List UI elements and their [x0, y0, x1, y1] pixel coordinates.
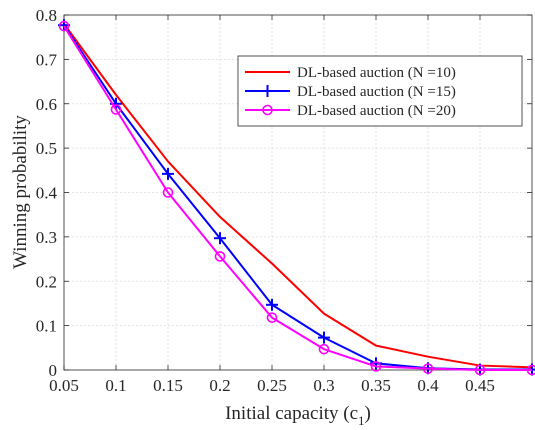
series-line	[63, 23, 533, 369]
data-point	[58, 20, 70, 32]
data-point	[318, 331, 330, 344]
x-tick-label: 0.05	[49, 376, 79, 395]
x-tick-label: 0.4	[417, 376, 439, 395]
x-axis-label: Initial capacity (c1)	[225, 403, 371, 428]
data-point	[162, 167, 174, 180]
y-tick-label: 0.3	[36, 228, 57, 247]
data-point	[266, 298, 278, 311]
data-point	[526, 364, 535, 376]
data-point	[214, 251, 226, 262]
y-axis-label: Winning probability	[10, 115, 31, 269]
legend-marker	[262, 104, 273, 116]
y-axis-ticks: 0 0.1 0.2 0.3 0.4 0.5 0.6 0.7 0.8	[36, 6, 532, 380]
legend-label: DL-based auction (N =15)	[297, 84, 456, 100]
data-point	[318, 343, 330, 355]
y-tick-label: 0	[49, 361, 58, 380]
legend-label: DL-based auction (N =10)	[297, 65, 456, 81]
series-line	[63, 25, 532, 371]
data-point	[162, 187, 174, 198]
x-tick-label: 0.35	[361, 376, 391, 395]
x-tick-label: 0.2	[209, 376, 230, 395]
data-point	[370, 361, 382, 372]
x-tick-label: 0.15	[153, 376, 183, 395]
series-3	[58, 20, 535, 376]
x-tick-label: 0.3	[313, 376, 334, 395]
data-point	[266, 312, 278, 323]
series-1	[63, 23, 533, 369]
y-tick-label: 0.6	[36, 95, 57, 114]
data-point	[422, 363, 434, 374]
x-tick-label: 0.25	[257, 376, 287, 395]
y-tick-label: 0.5	[36, 139, 57, 158]
legend-item: DL-based auction (N =10)	[245, 65, 456, 81]
y-tick-label: 0.8	[36, 6, 57, 25]
y-tick-label: 0.2	[36, 272, 57, 291]
y-tick-label: 0.4	[36, 184, 58, 203]
legend-item: DL-based auction (N =20)	[245, 103, 456, 119]
legend: DL-based auction (N =10) DL-based auction…	[237, 55, 523, 127]
x-axis-ticks: 0.05 0.1 0.15 0.2 0.25 0.3 0.35 0.4 0.45	[49, 15, 495, 395]
legend-marker	[261, 85, 274, 97]
x-tick-label: 0.45	[465, 376, 495, 395]
x-tick-label: 0.1	[105, 376, 126, 395]
y-tick-label: 0.1	[36, 317, 57, 336]
legend-item: DL-based auction (N =15)	[245, 84, 456, 100]
data-point	[110, 104, 122, 115]
data-point	[214, 232, 226, 245]
data-point	[474, 364, 486, 376]
series-group	[58, 19, 535, 376]
y-tick-label: 0.7	[36, 50, 58, 69]
legend-label: DL-based auction (N =20)	[297, 103, 456, 119]
